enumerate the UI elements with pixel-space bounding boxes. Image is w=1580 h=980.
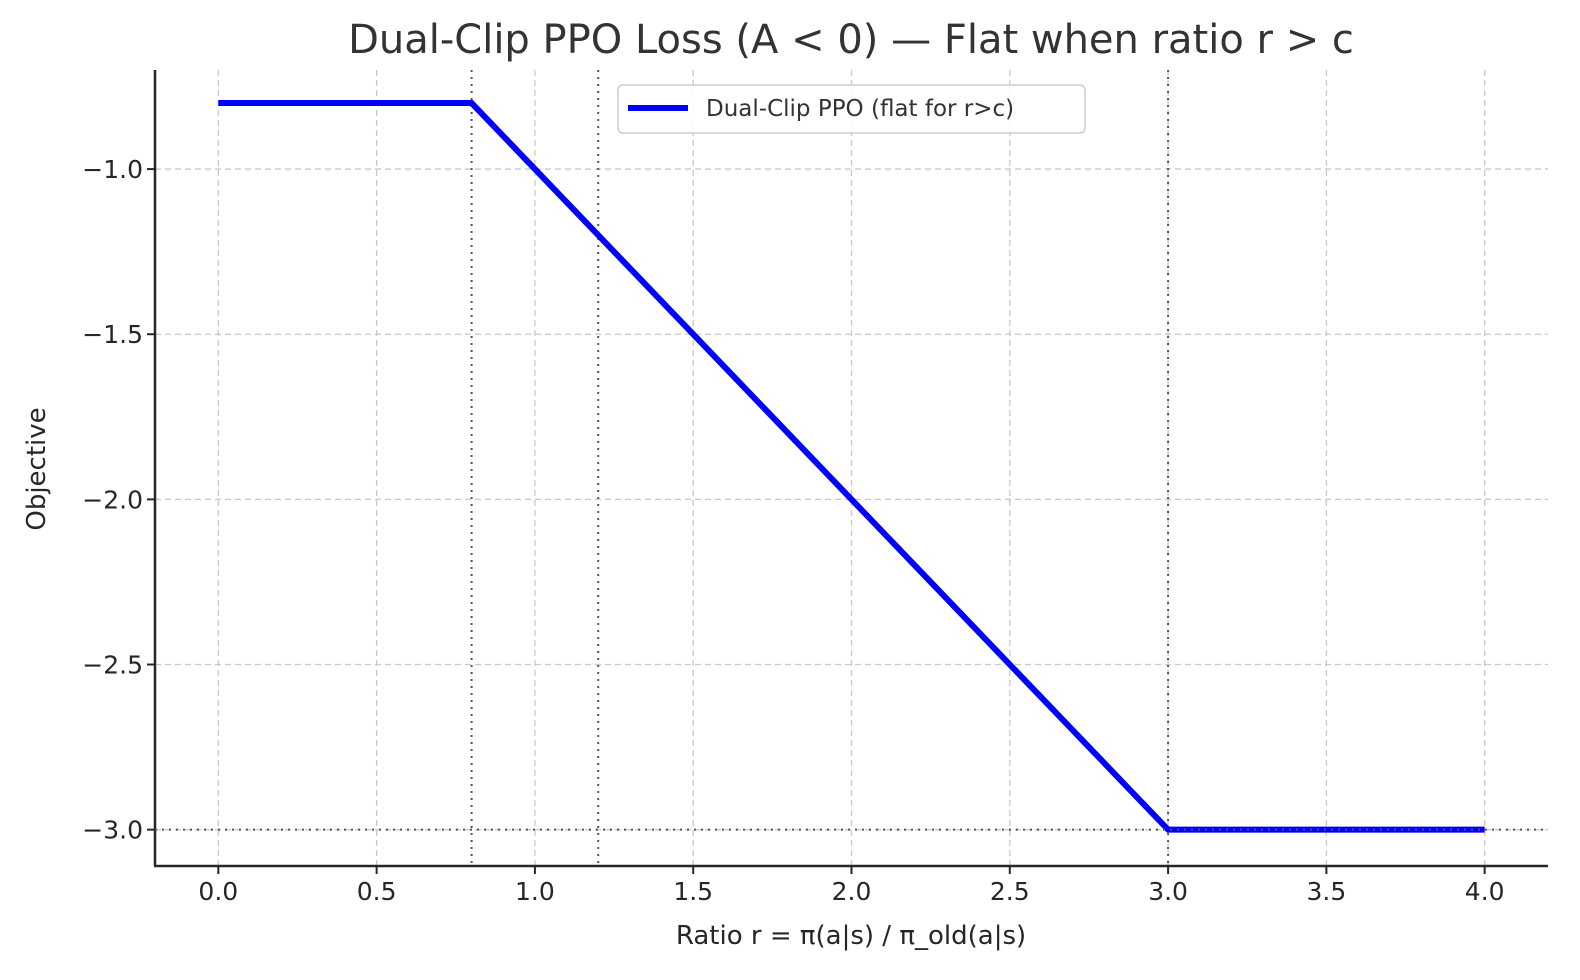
grid (155, 70, 1548, 866)
x-ticks: 0.0 0.5 1.0 1.5 2.0 2.5 3.0 3.5 4.0 (198, 866, 1505, 906)
y-ticks: −1.0 −1.5 −2.0 −2.5 −3.0 (82, 155, 155, 845)
legend: Dual-Clip PPO (flat for r>c) (617, 84, 1086, 134)
x-tick-label: 0.5 (357, 877, 397, 906)
series-layer (218, 100, 1485, 833)
y-axis-label: Objective (22, 407, 52, 530)
legend-entry-label: Dual-Clip PPO (flat for r>c) (706, 96, 1014, 122)
x-tick-label: 1.5 (673, 877, 713, 906)
x-tick-label: 3.5 (1307, 877, 1347, 906)
x-tick-label: 3.0 (1148, 877, 1188, 906)
y-tick-label: −3.0 (82, 816, 143, 845)
series-line (218, 100, 1485, 833)
legend-box (617, 84, 1086, 134)
x-tick-label: 0.0 (198, 877, 238, 906)
x-tick-label: 2.5 (990, 877, 1030, 906)
y-tick-label: −2.5 (82, 651, 143, 680)
x-tick-label: 2.0 (832, 877, 872, 906)
chart-title: Dual-Clip PPO Loss (A < 0) — Flat when r… (348, 17, 1354, 63)
y-tick-label: −1.0 (82, 155, 143, 184)
y-tick-label: −1.5 (82, 320, 143, 349)
x-tick-label: 4.0 (1465, 877, 1505, 906)
x-tick-label: 1.0 (515, 877, 555, 906)
axes (153, 70, 1548, 868)
y-tick-label: −2.0 (82, 485, 143, 514)
x-axis-label: Ratio r = π(a|s) / π_old(a|s) (676, 921, 1026, 951)
